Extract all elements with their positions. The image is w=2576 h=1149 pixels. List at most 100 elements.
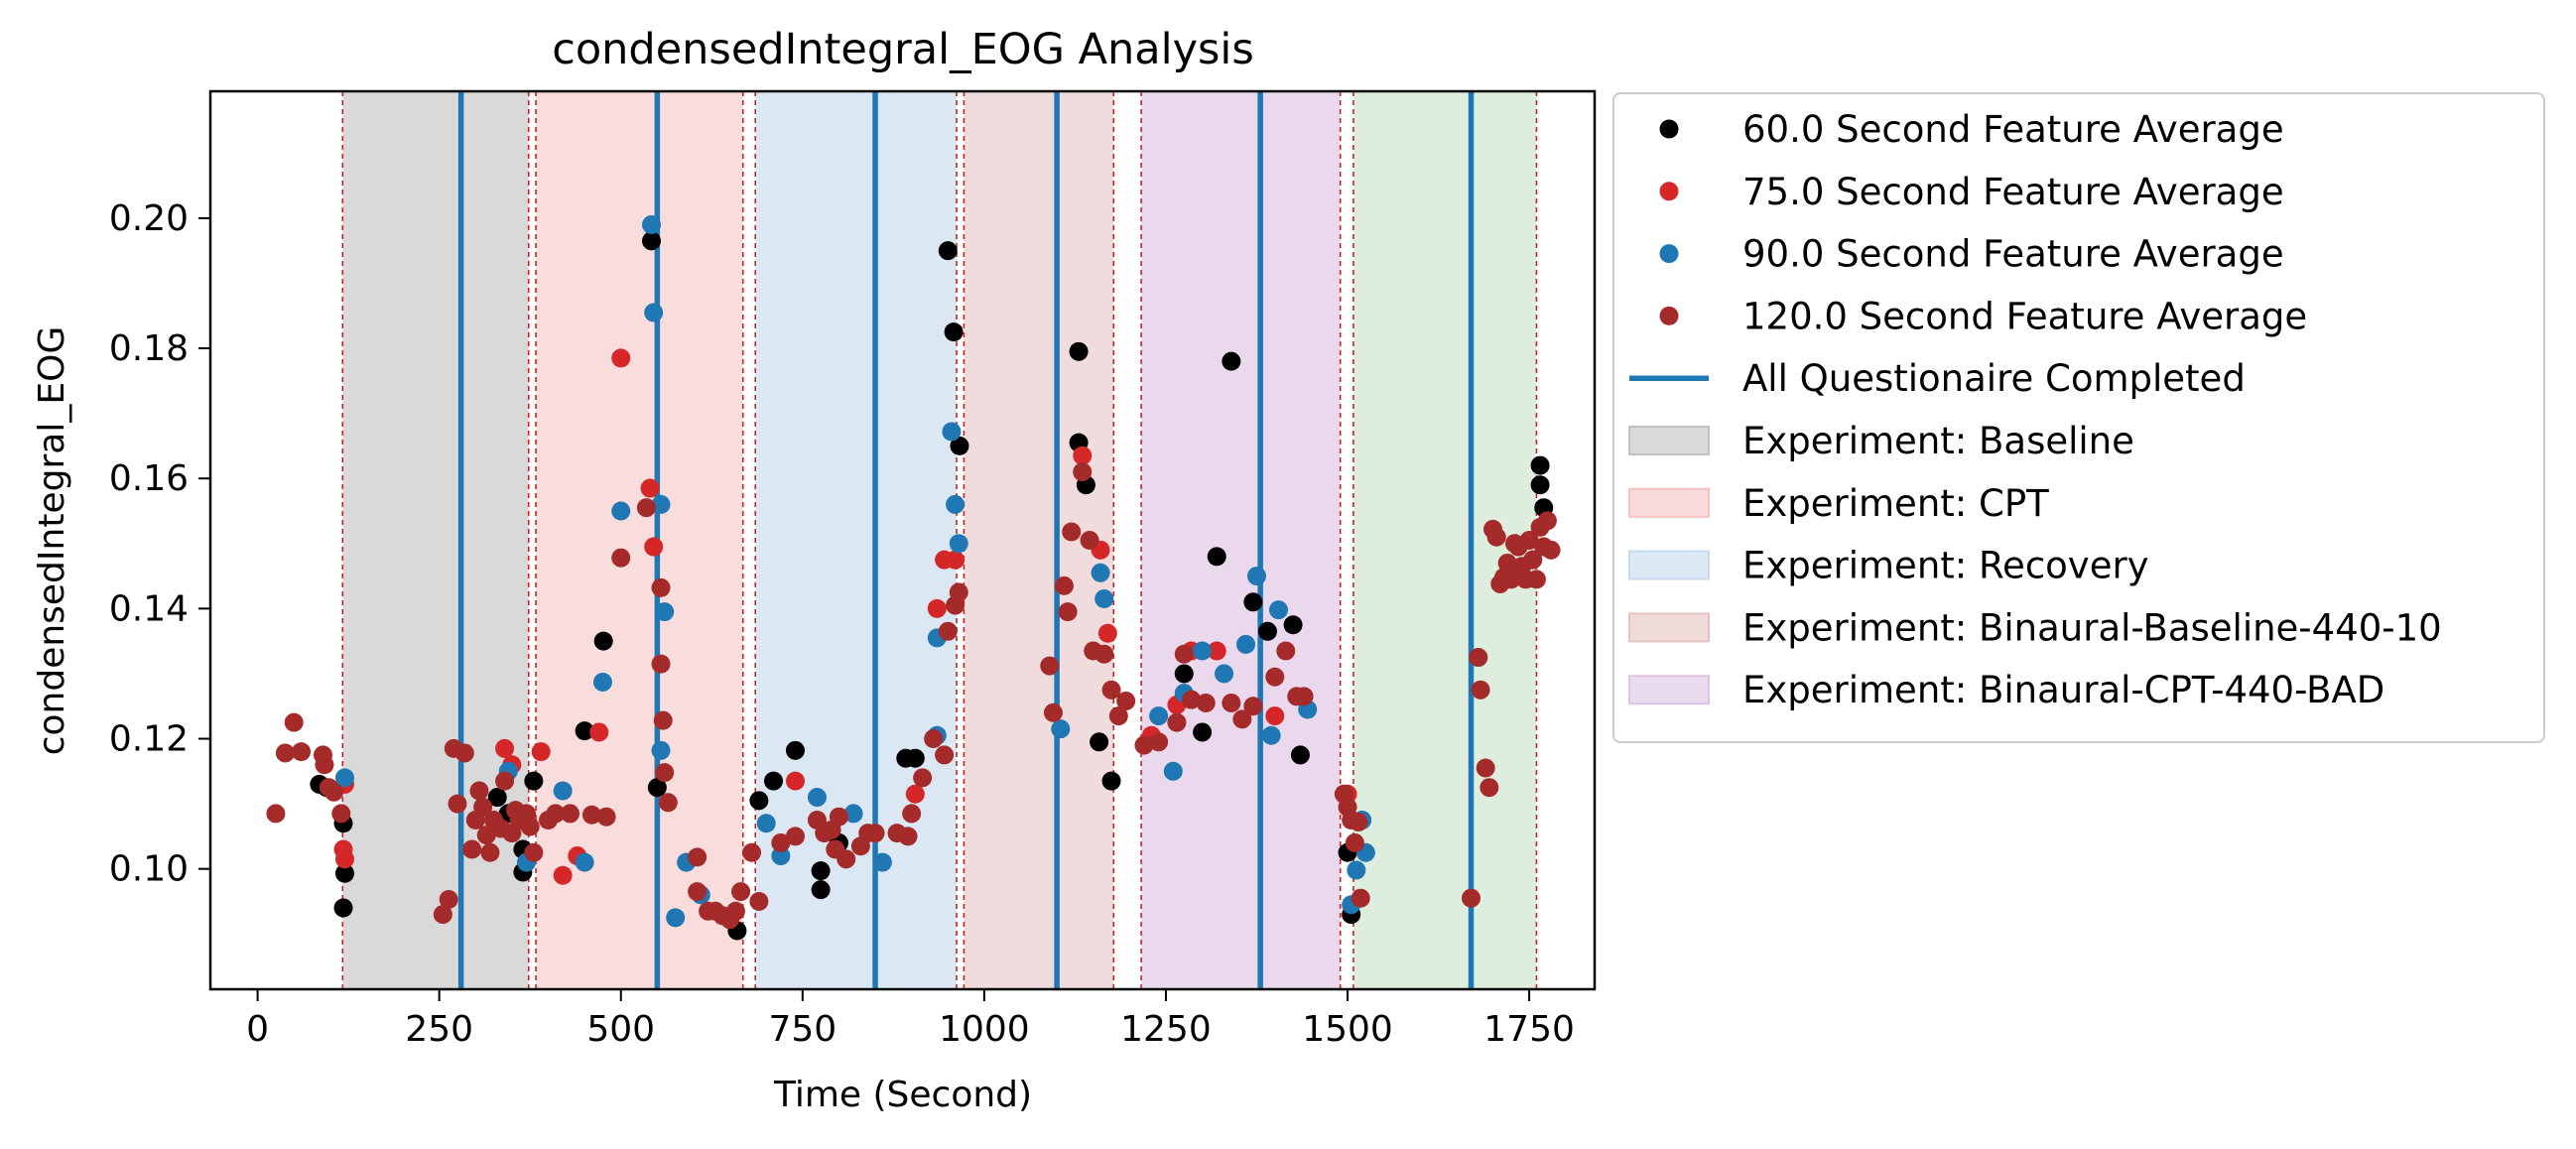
legend-label-5: Experiment: Baseline [1742,420,2134,462]
point-s0-36 [1257,621,1277,641]
point-s2-26 [1091,563,1110,582]
point-s3-14 [462,839,482,859]
point-s3-111 [1497,553,1517,573]
point-s3-63 [898,827,918,846]
point-s0-42 [1530,475,1550,495]
point-s2-28 [1149,706,1169,726]
point-s2-6 [611,501,631,521]
point-s1-16 [946,550,966,570]
point-s3-0 [266,804,286,824]
y-tick-label-0: 0.10 [109,849,189,890]
point-s3-19 [480,842,500,862]
x-axis-label: Time (Second) [773,1075,1032,1115]
y-axis-label: condensedIntegral_EOG [32,326,72,756]
point-s0-22 [905,748,925,768]
point-s2-24 [949,534,968,554]
point-s3-103 [1469,648,1488,668]
x-tick-label-1: 250 [405,1009,473,1050]
point-s3-122 [1537,511,1557,531]
point-s1-17 [1073,446,1093,465]
point-s3-40 [658,793,678,813]
point-s2-31 [1193,641,1213,661]
point-s3-1 [275,743,295,763]
point-s0-5 [487,788,507,808]
point-s3-22 [495,771,515,791]
point-s2-39 [1347,860,1366,880]
point-s0-10 [575,721,594,741]
point-s3-18 [476,826,496,845]
point-s3-36 [651,577,671,597]
point-s3-93 [1276,641,1296,661]
point-s3-106 [1480,778,1499,798]
point-s0-34 [1222,351,1241,371]
point-s0-25 [950,436,969,455]
point-s3-10 [439,890,458,909]
point-s3-81 [1108,706,1128,726]
phase-band-0 [342,91,529,989]
point-s0-8 [524,771,544,791]
x-tick-label-4: 1000 [939,1009,1030,1050]
point-s3-74 [1058,602,1078,622]
point-s1-23 [1207,641,1226,661]
point-s3-65 [913,768,933,788]
point-s2-9 [651,494,671,514]
point-s2-15 [756,814,776,833]
point-s3-47 [725,901,745,921]
point-s0-38 [1290,745,1310,765]
legend-marker-3 [1659,306,1679,325]
x-tick-label-7: 1750 [1483,1009,1575,1050]
point-s1-11 [644,537,664,557]
point-s0-4 [333,898,353,918]
point-s3-72 [1043,702,1063,722]
legend-patch-6 [1628,487,1710,518]
point-s2-5 [592,672,612,692]
point-s3-95 [1294,687,1314,706]
point-s3-9 [433,905,452,925]
point-s3-104 [1471,680,1490,700]
point-s3-13 [454,743,474,763]
point-s3-35 [636,498,656,518]
point-s3-39 [655,763,675,783]
point-s3-70 [949,582,968,602]
point-s0-18 [811,861,831,881]
point-s0-19 [811,880,831,900]
point-s2-11 [651,740,671,760]
point-s2-22 [942,422,962,442]
point-s2-23 [946,494,966,514]
point-s3-7 [323,782,343,802]
point-s2-36 [1268,600,1288,620]
point-s2-17 [807,788,827,808]
point-s3-86 [1174,644,1194,664]
point-s3-89 [1222,693,1241,712]
legend-label-8: Experiment: Binaural-Baseline-440-10 [1742,606,2442,649]
point-s3-91 [1243,697,1263,716]
legend-label-1: 75.0 Second Feature Average [1742,171,2284,213]
point-s3-108 [1486,527,1506,547]
point-s3-57 [829,807,848,827]
legend-label-3: 120.0 Second Feature Average [1742,295,2307,337]
point-s3-118 [1523,550,1543,570]
point-s3-37 [651,654,671,674]
legend-label-2: 90.0 Second Feature Average [1742,233,2284,276]
y-tick-label-2: 0.14 [109,588,189,629]
point-s3-83 [1134,735,1154,755]
point-s3-31 [560,804,580,824]
point-s0-23 [938,241,958,261]
point-s2-35 [1261,725,1281,745]
point-s3-84 [1149,732,1169,752]
point-s0-35 [1243,592,1263,612]
data-points [266,214,1561,941]
point-s3-28 [524,842,544,862]
point-s3-51 [771,832,791,852]
point-s3-119 [1526,570,1546,589]
chart-title: condensedIntegral_EOG Analysis [552,25,1254,74]
legend-marker-0 [1659,119,1679,139]
point-s3-87 [1182,690,1202,709]
point-s3-75 [1062,522,1082,542]
x-tick-label-5: 1250 [1120,1009,1212,1050]
legend-patch-7 [1628,550,1710,580]
point-s3-17 [473,797,493,817]
point-s3-16 [469,781,489,801]
point-s0-31 [1174,664,1194,684]
y-tick-label-3: 0.16 [109,458,189,499]
